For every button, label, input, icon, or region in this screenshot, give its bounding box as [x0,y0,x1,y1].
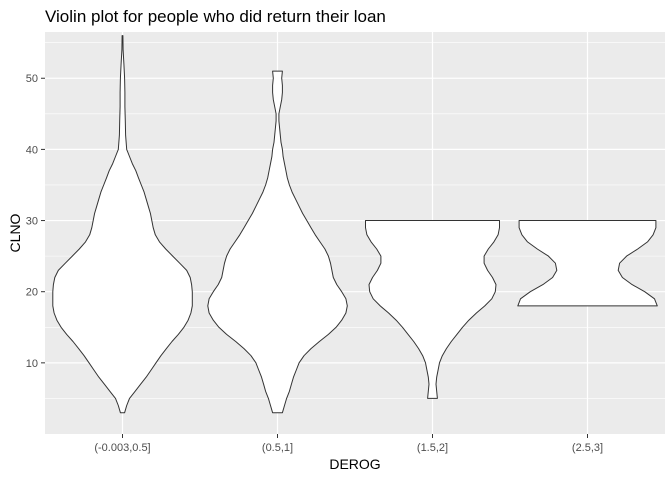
violin-3 [517,220,658,307]
y-tick-label: 10 [26,358,38,370]
y-axis: 10 20 30 40 50 [26,73,45,370]
chart-title: Violin plot for people who did return th… [45,7,386,26]
y-tick-label: 30 [26,216,38,228]
violin-0 [52,35,193,414]
x-tick-label: (-0.003,0.5] [94,442,150,454]
x-tick-label: (1.5,2] [417,442,448,454]
violins [52,35,658,414]
x-tick-label: (2.5,3] [572,442,603,454]
y-tick-label: 20 [26,287,38,299]
y-tick-label: 40 [26,144,38,156]
x-tick-label: (0.5,1] [262,442,293,454]
violin-1 [207,70,348,414]
y-tick-label: 50 [26,73,38,85]
x-axis: (-0.003,0.5] (0.5,1] (1.5,2] (2.5,3] [94,434,603,454]
violin-2 [365,220,500,399]
y-axis-title: CLNO [7,213,23,252]
x-axis-title: DEROG [329,456,380,472]
